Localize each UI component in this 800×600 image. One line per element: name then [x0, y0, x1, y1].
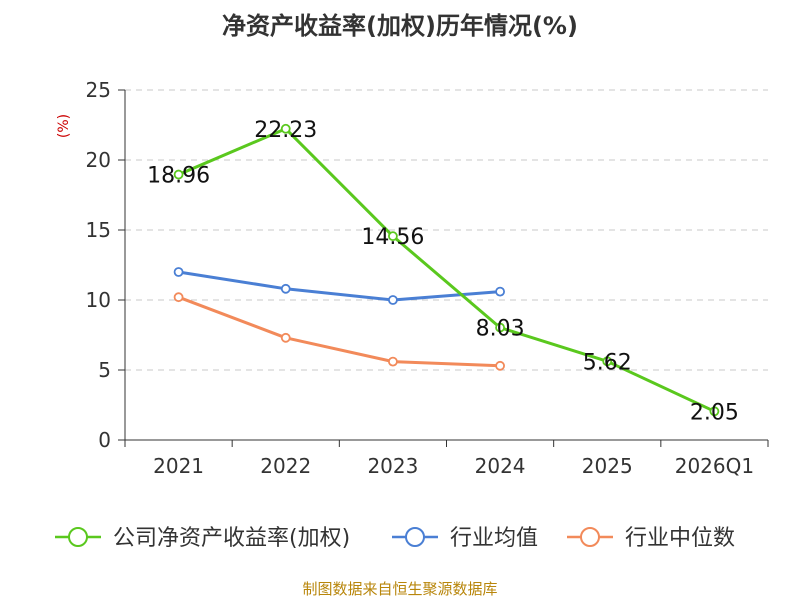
x-tick-label: 2024 [475, 454, 526, 478]
x-tick-label: 2021 [153, 454, 204, 478]
data-point [495, 322, 505, 333]
source-footer: 制图数据来自恒生聚源数据库 [302, 580, 498, 598]
data-labels: 18.96 22.23 14.56 8.03 5.62 2.05 [147, 118, 739, 426]
y-tick-label: 25 [86, 78, 111, 102]
data-point [709, 406, 720, 417]
y-tick-label: 20 [86, 148, 111, 172]
data-point [280, 332, 291, 343]
chart-title: 净资产收益率(加权)历年情况(%) [222, 12, 578, 40]
data-point [173, 267, 184, 277]
data-label: 14.56 [361, 225, 424, 250]
legend-item-label: 公司净资产收益率(加权) [113, 526, 350, 551]
y-tick-label: 5 [98, 358, 111, 382]
legend: 公司净资产收益率(加权) 行业均值 行业中位数 [55, 526, 735, 551]
y-axis-label: (%) [56, 114, 72, 138]
x-tick-label: 2023 [367, 454, 418, 478]
data-point [388, 231, 398, 242]
y-tick-label: 15 [86, 218, 111, 242]
x-tick-label: 2025 [582, 454, 633, 478]
data-point [280, 283, 291, 294]
data-point [280, 123, 291, 134]
gridlines [125, 89, 768, 371]
x-tick-label: 2026Q1 [675, 454, 754, 478]
y-tick-label: 10 [86, 288, 111, 312]
series-lines [173, 123, 720, 417]
legend-marker [580, 527, 600, 547]
legend-marker [405, 527, 425, 547]
data-label: 5.62 [583, 350, 632, 375]
legend-marker [68, 527, 88, 547]
data-point [495, 360, 505, 371]
data-label: 2.05 [690, 400, 739, 425]
legend-item-label: 行业中位数 [625, 526, 735, 551]
data-label: 8.03 [476, 317, 525, 342]
x-tick-label: 2022 [260, 454, 311, 478]
data-point [388, 295, 398, 305]
data-point [495, 286, 505, 297]
data-point [173, 169, 184, 180]
series-line-industry-median [178, 295, 501, 368]
series-line-company-roe [177, 127, 716, 413]
y-tick-label: 0 [98, 428, 111, 452]
data-label: 22.23 [254, 118, 317, 143]
series-line-industry-average [178, 270, 501, 302]
data-label: 18.96 [147, 164, 210, 189]
legend-item-label: 行业均值 [450, 526, 538, 551]
data-point [173, 292, 184, 303]
data-point [602, 356, 613, 367]
data-point [388, 356, 398, 367]
